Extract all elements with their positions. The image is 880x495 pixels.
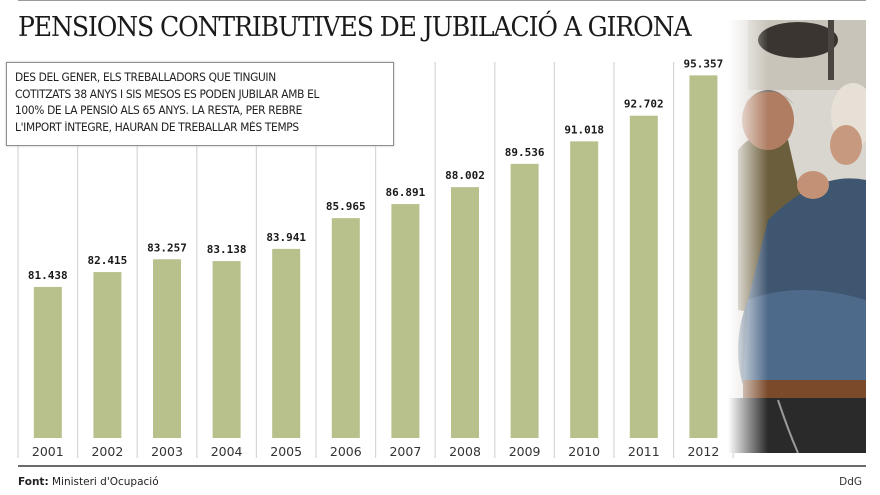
x-tick-label: 2008 bbox=[449, 444, 481, 459]
value-label: 83.257 bbox=[147, 241, 187, 254]
bar-2011 bbox=[629, 115, 658, 438]
source-note: Font: Ministeri d'Ocupació bbox=[18, 476, 159, 488]
x-tick-label: 2003 bbox=[151, 444, 183, 459]
x-tick-label: 2001 bbox=[32, 444, 64, 459]
x-tick-label: 2005 bbox=[270, 444, 302, 459]
x-tick-label: 2012 bbox=[687, 444, 719, 459]
source-label: Font: bbox=[18, 476, 49, 488]
bar-2005 bbox=[272, 248, 301, 438]
annotation-line: 100% DE LA PENSIÓ ALS 65 ANYS. LA RESTA,… bbox=[15, 104, 303, 117]
bar-2001 bbox=[33, 286, 62, 438]
top-rule bbox=[18, 0, 866, 1]
x-tick-label: 2004 bbox=[211, 444, 243, 459]
value-label: 83.941 bbox=[266, 231, 306, 244]
source-value: Ministeri d'Ocupació bbox=[48, 476, 159, 488]
value-label: 82.415 bbox=[88, 254, 128, 267]
x-tick-label: 2007 bbox=[389, 444, 421, 459]
credit: DdG bbox=[839, 476, 862, 488]
photo-fade bbox=[728, 20, 768, 453]
x-tick-label: 2002 bbox=[91, 444, 123, 459]
value-label: 81.438 bbox=[28, 269, 68, 282]
value-label: 83.138 bbox=[207, 243, 247, 256]
photo-elderly-men bbox=[728, 20, 866, 453]
value-label: 89.536 bbox=[505, 146, 545, 159]
x-tick-label: 2006 bbox=[330, 444, 362, 459]
bar-2012 bbox=[689, 75, 718, 438]
annotation-line: COTITZATS 38 ANYS I SIS MESOS ES PODEN J… bbox=[15, 87, 320, 101]
x-tick-label: 2010 bbox=[568, 444, 600, 459]
value-label: 85.965 bbox=[326, 200, 366, 213]
bar-2009 bbox=[510, 163, 539, 439]
value-label: 86.891 bbox=[386, 186, 426, 199]
chart-title: PENSIONS CONTRIBUTIVES DE JUBILACIÓ A GI… bbox=[18, 12, 692, 43]
value-label: 95.357 bbox=[684, 57, 724, 70]
bar-2008 bbox=[451, 187, 479, 438]
x-tick-label: 2011 bbox=[628, 444, 660, 459]
annotation-line: L'IMPORT ÍNTEGRE, HAURAN DE TREBALLAR MÉ… bbox=[15, 120, 299, 134]
value-label: 92.702 bbox=[624, 98, 664, 111]
annotation-box: DES DEL GENER, ELS TREBALLADORS QUE TING… bbox=[6, 62, 394, 146]
value-label: 88.002 bbox=[445, 169, 485, 182]
annotation-line: DES DEL GENER, ELS TREBALLADORS QUE TING… bbox=[15, 71, 276, 84]
bar-2010 bbox=[570, 141, 599, 438]
bar-2003 bbox=[153, 259, 181, 438]
bottom-rule bbox=[18, 465, 866, 467]
value-label: 91.018 bbox=[564, 123, 604, 136]
bar-2004 bbox=[212, 261, 241, 438]
x-tick-label: 2009 bbox=[509, 444, 541, 459]
bar-2002 bbox=[93, 272, 122, 438]
bar-2007 bbox=[391, 204, 420, 438]
bar-2006 bbox=[331, 218, 360, 438]
